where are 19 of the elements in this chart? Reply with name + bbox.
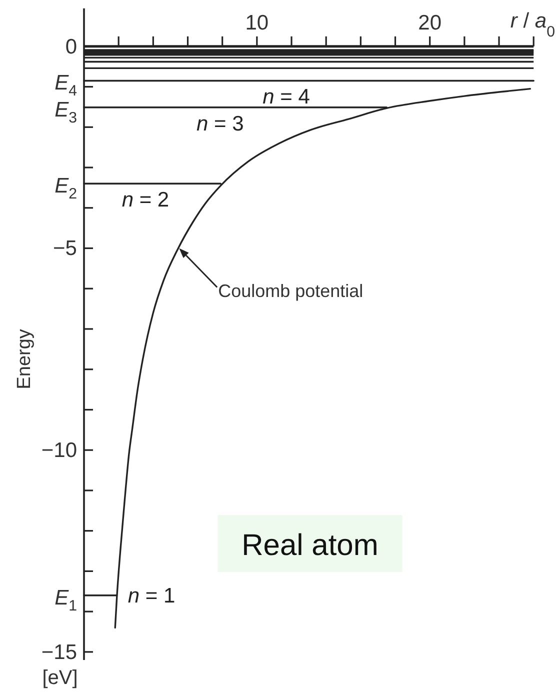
text: E$_{1}$ bbox=[54, 586, 77, 614]
series-label: n = 3 bbox=[196, 112, 244, 135]
text: E$_{4}$ bbox=[54, 71, 77, 100]
x-tick-label: 10 bbox=[245, 11, 269, 34]
annotation: Coulomb potential bbox=[218, 281, 364, 302]
text: E$_{3}$ bbox=[54, 98, 77, 126]
y-tick-label: −10 bbox=[41, 438, 77, 462]
series-label: n = 1 bbox=[128, 584, 176, 607]
y-tick-label: −5 bbox=[53, 236, 77, 260]
x-tick-label: 20 bbox=[418, 11, 442, 34]
y-tick-label: −15 bbox=[41, 640, 77, 664]
text: [eV] bbox=[42, 667, 78, 689]
annotation: Real atom bbox=[242, 528, 378, 562]
y-axis-title: Energy bbox=[14, 328, 35, 390]
series-label: n = 4 bbox=[262, 85, 310, 108]
x-axis-title: r / a$_{0}$ bbox=[510, 9, 555, 40]
legend-label: n = 2 bbox=[122, 188, 170, 212]
y-tick-label: 0 bbox=[65, 34, 77, 58]
text: E$_{2}$ bbox=[54, 174, 77, 203]
